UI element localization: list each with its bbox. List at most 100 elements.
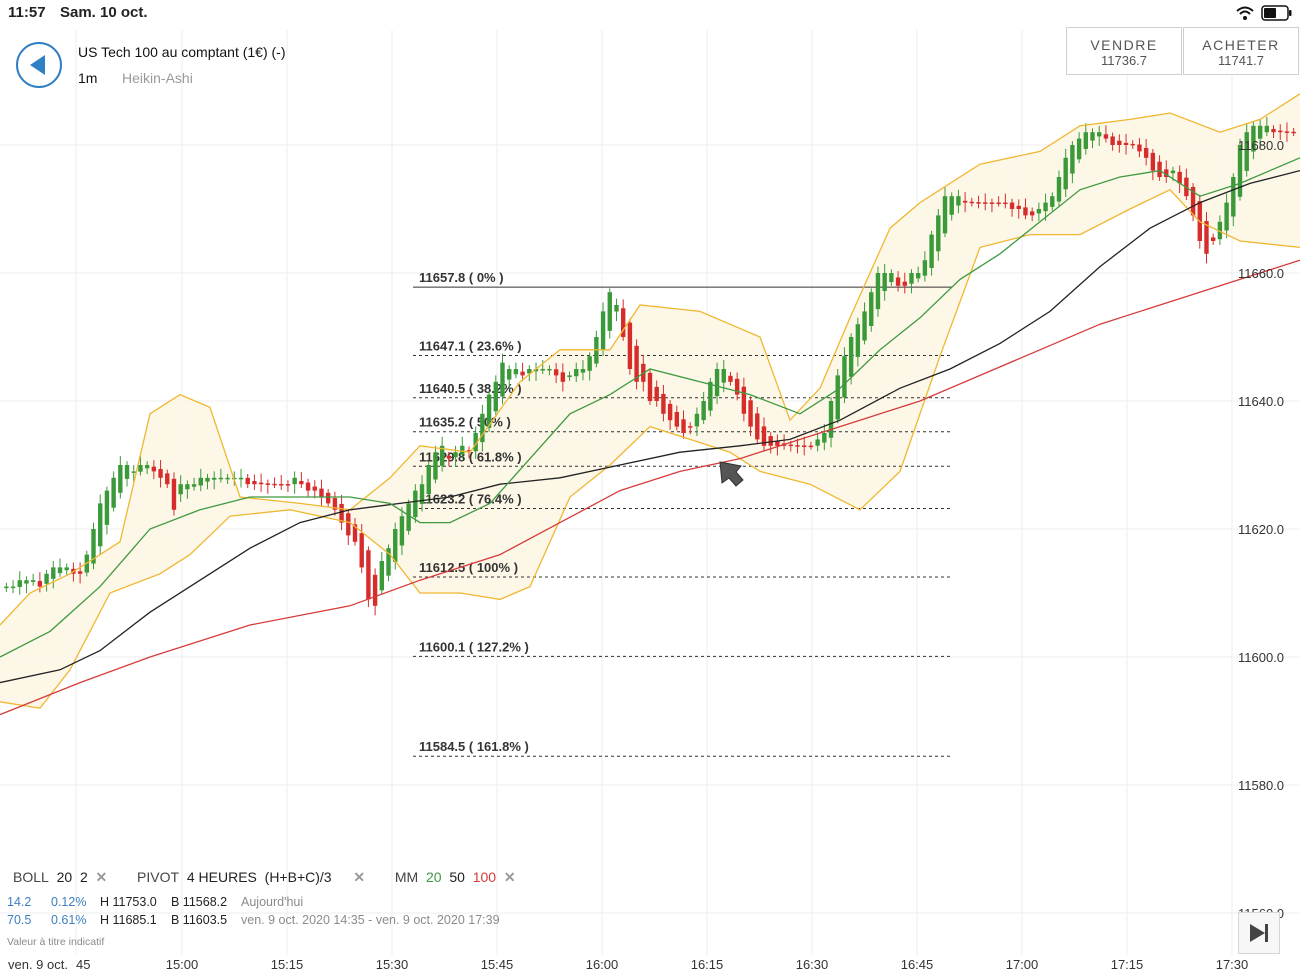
time-tick-label: 15:15 [271, 957, 304, 972]
candle-body [694, 413, 700, 427]
candle-body [305, 482, 311, 491]
fib-level-label: 11584.5 ( 161.8% ) [419, 739, 529, 754]
candle-body [51, 567, 56, 579]
candle-body [1257, 125, 1263, 139]
candle-body [245, 477, 250, 485]
candle-body [983, 202, 988, 204]
candle-body [191, 484, 197, 487]
chart-type-selector[interactable]: Heikin-Ashi [122, 70, 193, 86]
candle-body [741, 386, 747, 414]
candle-body [1271, 129, 1276, 133]
mm-label[interactable]: MM [394, 869, 419, 885]
candle-body [1217, 221, 1223, 240]
remove-mm-icon[interactable]: ✕ [503, 869, 516, 885]
candle-body [1143, 147, 1149, 158]
pivot-formula: (H+B+C)/3 [264, 869, 332, 885]
candle-body [453, 452, 458, 458]
sell-button[interactable]: VENDRE 11736.7 [1066, 27, 1182, 75]
candle-body [30, 580, 36, 582]
boll-dev: 2 [79, 869, 88, 885]
buy-button[interactable]: ACHETER 11741.7 [1183, 27, 1299, 75]
legend-row-today: 14.2 0.12% H 11753.0 B 11568.2 Aujourd'hui [7, 895, 303, 909]
candle-body [607, 292, 612, 331]
back-button[interactable] [16, 42, 62, 88]
period-label: ven. 9 oct. 2020 14:35 - ven. 9 oct. 202… [241, 913, 500, 927]
fib-level-label: 11640.5 ( 38.2% ) [419, 381, 522, 396]
candle-body [225, 477, 230, 480]
candle-body [802, 445, 807, 447]
change-pct: 0.12% [51, 895, 87, 909]
candle-body [553, 369, 559, 376]
candle-body [372, 574, 378, 606]
candle-body [386, 548, 391, 576]
bollinger-upper-line [0, 93, 1300, 626]
candle-body [359, 533, 364, 568]
candle-body [17, 580, 22, 587]
candle-body [1123, 142, 1129, 145]
candle-body [446, 455, 452, 459]
candle-body [587, 356, 592, 371]
pivot-label[interactable]: PIVOT [137, 869, 180, 885]
candle-body [1204, 221, 1209, 254]
candle-body [258, 482, 264, 485]
candle-body [1264, 125, 1270, 133]
candle-body [104, 490, 110, 525]
scroll-to-latest-button[interactable] [1238, 912, 1280, 954]
candle-body [688, 426, 693, 428]
candle-body [272, 483, 277, 486]
candle-body [1083, 132, 1089, 149]
candle-body [171, 478, 177, 510]
candle-body [439, 445, 445, 466]
indicator-lines [0, 93, 1300, 716]
time-tick-label: 16:00 [586, 957, 619, 972]
candle-body [185, 484, 190, 490]
candle-body [1190, 186, 1196, 216]
price-tick-label: 11580.0 [1238, 778, 1284, 793]
candle-body [674, 412, 680, 427]
candle-body [218, 477, 224, 480]
candle-body [902, 281, 907, 286]
candle-body [111, 477, 116, 508]
candle-body [614, 305, 619, 312]
candle-body [1050, 196, 1055, 207]
candle-body [1016, 205, 1021, 209]
candle-body [98, 503, 103, 547]
candle-body [118, 465, 123, 493]
fib-level-label: 11647.1 ( 23.6% ) [419, 339, 522, 354]
change-value: 70.5 [7, 913, 32, 927]
candle-body [138, 465, 143, 472]
timeframe-selector[interactable]: 1m [78, 70, 98, 86]
candle-body [922, 260, 928, 276]
candle-body [238, 477, 244, 480]
candle-body [855, 324, 861, 357]
instrument-title: US Tech 100 au comptant (1€) (-) [78, 44, 286, 60]
remove-boll-icon[interactable]: ✕ [95, 869, 108, 885]
candle-body [413, 490, 418, 518]
candle-body [211, 477, 217, 480]
candle-body [198, 477, 203, 486]
candle-body [10, 586, 16, 589]
candle-body [734, 378, 740, 395]
candle-body [574, 369, 579, 377]
candle-body [205, 477, 210, 482]
candle-body [949, 196, 954, 215]
price-tick-label: 11680.0 [1238, 138, 1284, 153]
candle-body [795, 445, 800, 447]
candle-body [1170, 170, 1176, 174]
time-tick-label: 17:00 [1006, 957, 1039, 972]
candle-body [500, 362, 505, 397]
back-arrow-icon [30, 55, 45, 75]
candle-body [1056, 177, 1062, 202]
candle-body [1036, 209, 1042, 214]
candle-body [996, 202, 1001, 205]
candle-body [366, 550, 371, 600]
legend-row-range: 70.5 0.61% H 11685.1 B 11603.5 ven. 9 oct. 2… [7, 913, 500, 927]
candle-body [507, 369, 512, 380]
candle-body [708, 381, 713, 411]
candle-body [419, 484, 425, 504]
boll-label[interactable]: BOLL [13, 869, 49, 885]
time-tick-label: 16:15 [691, 957, 724, 972]
remove-pivot-icon[interactable]: ✕ [353, 869, 366, 885]
candle-body [1177, 171, 1182, 184]
